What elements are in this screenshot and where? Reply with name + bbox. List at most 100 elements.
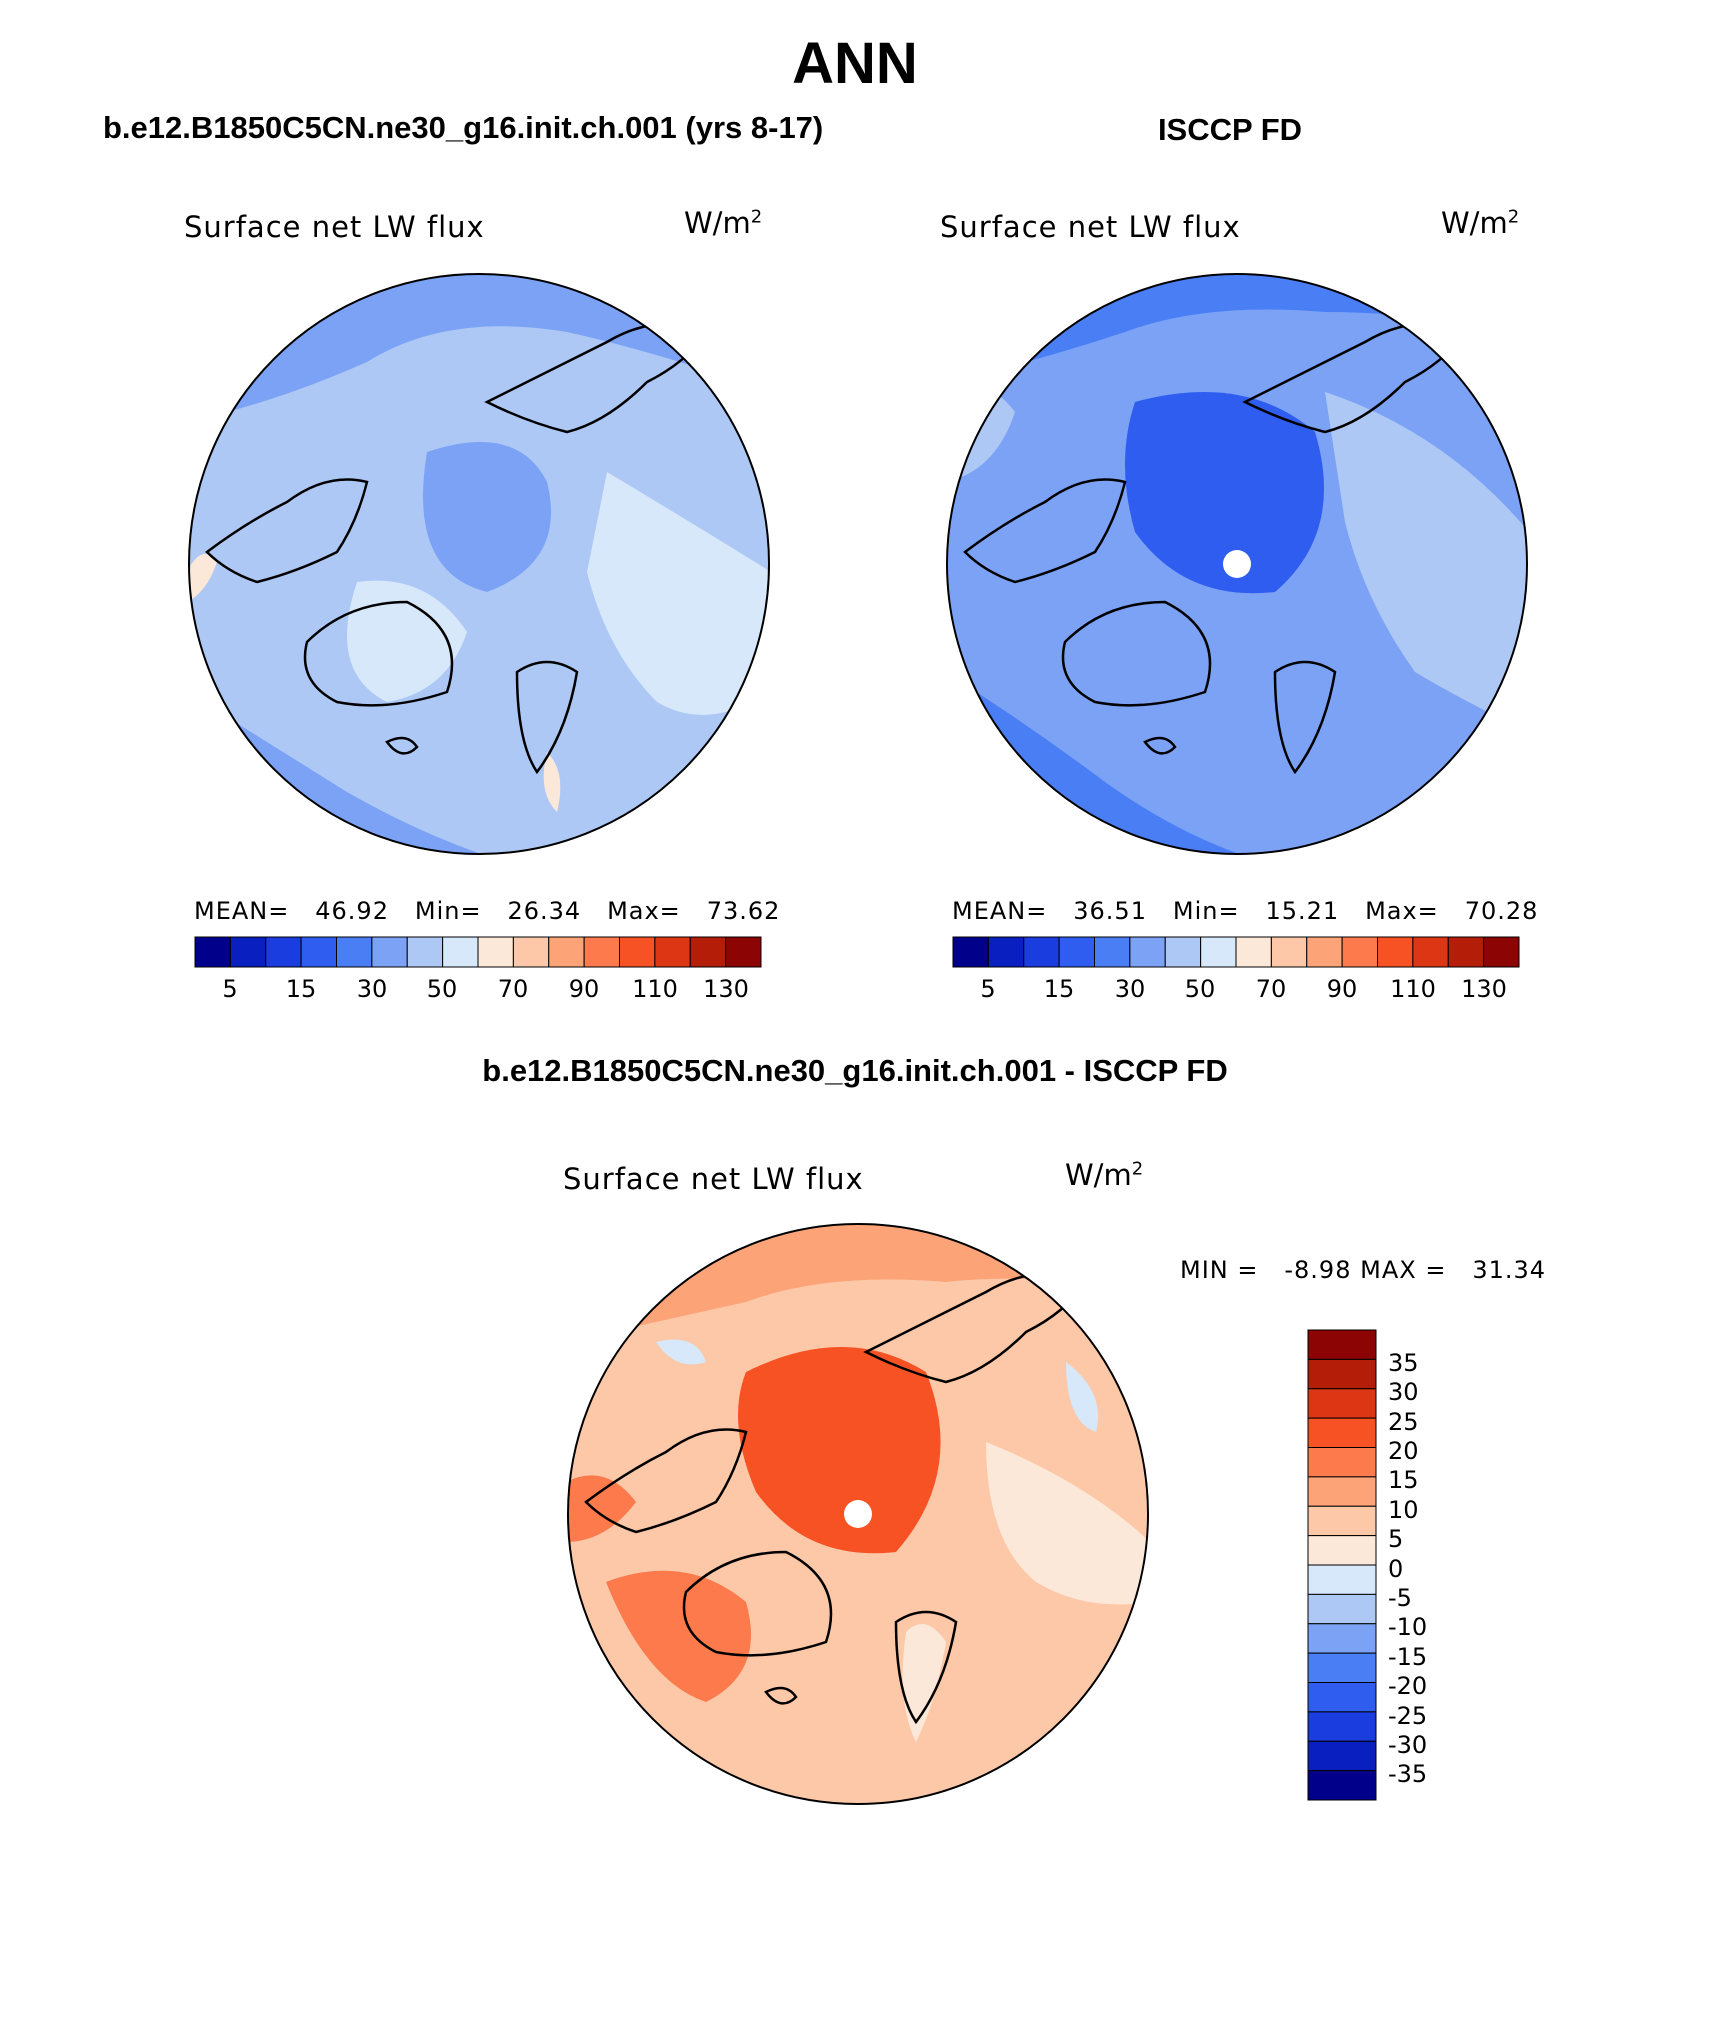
colorbar-swatch [689,936,727,968]
colorbar-swatch [442,936,479,968]
colorbar-swatch [1307,1652,1377,1683]
diff-shade-warm-west [568,1475,636,1542]
model-cb-label: 70 [497,975,529,1003]
diff-units: W/m2 [1065,1158,1144,1192]
model-cb-label: 90 [568,975,600,1003]
diff-cb-label: -5 [1388,1584,1412,1612]
obs-min-value: 15.21 [1265,897,1340,925]
diff-cb-label: -35 [1388,1760,1428,1788]
diff-cb-label: 0 [1388,1555,1404,1583]
colorbar-swatch [512,936,550,968]
obs-min-label: Min= [1172,897,1240,925]
diff-shade-scandinavia [902,1624,946,1742]
model-colorbar [194,936,762,968]
colorbar-swatch [725,936,762,968]
colorbar-swatch [1306,936,1343,968]
diff-colorbar-labels: 35 30 25 20 15 10 5 0 -5 -10 -15 -20 -25… [1388,1330,1468,1800]
model-min-label: Min= [414,897,482,925]
diff-panel-header: b.e12.B1850C5CN.ne30_g16.init.ch.001 - I… [482,1053,1228,1088]
colorbar-swatch [1447,936,1485,968]
colorbar-swatch [1307,1476,1377,1507]
colorbar-swatch [406,936,444,968]
diff-max-value: 31.34 [1472,1256,1547,1284]
colorbar-swatch [336,936,373,968]
model-colorbar-labels: 5 15 30 50 70 90 110 130 [195,975,761,1005]
colorbar-swatch [265,936,302,968]
diff-cb-label: -15 [1388,1643,1428,1671]
model-cb-label: 110 [632,975,678,1003]
model-cb-label: 30 [356,975,388,1003]
colorbar-swatch [1058,936,1095,968]
colorbar-swatch [987,936,1025,968]
model-shade-greenland [347,580,467,702]
diff-cb-label: 10 [1388,1496,1419,1524]
colorbar-swatch [1307,1388,1377,1419]
obs-cb-label: 90 [1326,975,1358,1003]
model-coast-canada [205,478,369,584]
obs-map-border [946,273,1528,855]
obs-cb-label: 110 [1390,975,1436,1003]
diff-shade-cool-east [1066,1362,1098,1432]
diff-max-label: MAX = [1360,1256,1447,1284]
diff-shade-greenland [606,1570,751,1702]
colorbar-swatch [1307,1447,1377,1478]
model-mean-label: MEAN= [194,897,290,925]
figure-title: ANN [792,31,918,96]
diff-colorbar [1307,1329,1377,1801]
colorbar-swatch [1307,1740,1377,1772]
colorbar-swatch [1307,1329,1377,1360]
model-shade-arctic [423,442,551,592]
obs-units: W/m2 [1441,206,1520,240]
model-min-value: 26.34 [507,897,582,925]
diff-cb-label: 5 [1388,1525,1404,1553]
obs-shade-east [1325,392,1527,732]
colorbar-swatch [1307,1535,1377,1566]
diff-coast-canada [584,1428,748,1534]
colorbar-swatch [1307,1593,1377,1625]
obs-coast-iceland [1143,736,1177,755]
model-panel-header: b.e12.B1850C5CN.ne30_g16.init.ch.001 (yr… [103,110,824,145]
model-cb-label: 50 [426,975,458,1003]
colorbar-swatch [583,936,620,968]
colorbar-swatch [1270,936,1308,968]
colorbar-swatch [1094,936,1131,968]
obs-pole-mask [1223,550,1251,578]
colorbar-swatch [371,936,408,968]
diff-stats: MIN = -8.98 MAX = 31.34 [1180,1256,1546,1284]
obs-panel-header: ISCCP FD [1157,112,1303,147]
diff-cb-label: 25 [1388,1408,1419,1436]
diff-min-value: -8.98 [1284,1256,1352,1284]
diff-cb-label: 15 [1388,1466,1419,1494]
diff-cb-label: 35 [1388,1349,1419,1377]
obs-cb-label: 50 [1184,975,1216,1003]
model-units: W/m2 [684,206,763,240]
model-polar-map [188,273,770,855]
colorbar-swatch [1307,1564,1377,1595]
diff-shade-east [986,1442,1148,1605]
model-shade-east [587,472,769,715]
colorbar-swatch [654,936,691,968]
diff-cb-label: 20 [1388,1437,1419,1465]
model-cb-label: 5 [222,975,238,1003]
diff-shade-arctic [738,1347,941,1554]
obs-plot-title: Surface net LW flux [940,210,1241,244]
model-shade-warm-west [189,554,217,602]
colorbar-swatch [1307,1711,1377,1742]
model-coast-scandinavia [515,660,579,775]
model-map-border [188,273,770,855]
obs-stats: MEAN= 36.51 Min= 15.21 Max= 70.28 [952,897,1538,925]
model-max-value: 73.62 [706,897,781,925]
colorbar-swatch [300,936,337,968]
diff-cb-label: -10 [1388,1613,1428,1641]
colorbar-swatch [1164,936,1202,968]
colorbar-swatch [229,936,267,968]
diff-polar-map [567,1223,1149,1805]
colorbar-swatch [548,936,585,968]
model-plot-title: Surface net LW flux [184,210,485,244]
diff-shade-cool-west [656,1339,706,1365]
colorbar-swatch [1307,1417,1377,1448]
colorbar-swatch [1412,936,1449,968]
obs-polar-map [946,273,1528,855]
colorbar-swatch [1483,936,1520,968]
colorbar-swatch [1307,1623,1377,1654]
